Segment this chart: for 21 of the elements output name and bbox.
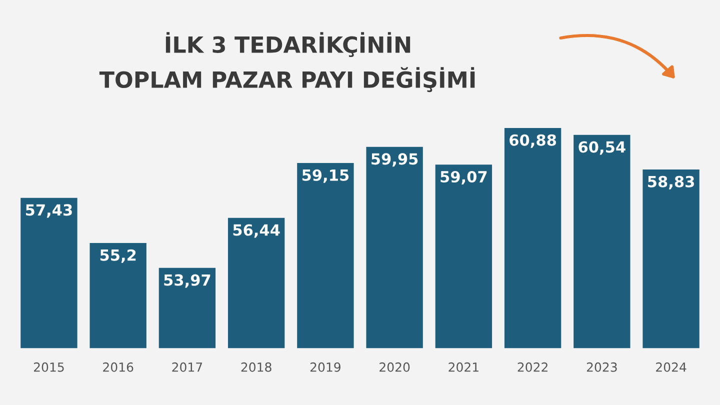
x-tick-label: 2023: [586, 362, 617, 372]
x-tick-label: 2024: [656, 362, 686, 372]
x-tick-label: 2020: [380, 362, 410, 372]
data-label: 53,97: [164, 274, 210, 288]
x-tick-label: 2018: [241, 362, 272, 372]
x-tick-label: 2015: [34, 362, 64, 372]
data-label: 55,2: [100, 249, 136, 263]
chart-title: İLK 3 TEDARİKÇİNİN TOPLAM PAZAR PAYI DEĞİŞİMİ: [99, 32, 475, 92]
x-tick-label: 2022: [518, 362, 548, 372]
x-tick-label: 2016: [103, 362, 134, 372]
data-label: 59,15: [302, 169, 349, 183]
x-tick-label: 2017: [172, 362, 202, 372]
data-label: 59,07: [440, 170, 487, 184]
x-tick-label: 2021: [448, 362, 478, 372]
data-label: 58,83: [648, 176, 694, 190]
data-label: 57,43: [26, 204, 72, 218]
data-label: 59,95: [372, 153, 418, 167]
data-label: 56,44: [233, 224, 280, 238]
x-tick-label: 2019: [310, 362, 340, 372]
data-label: 60,54: [578, 141, 626, 155]
data-label: 60,88: [510, 134, 556, 148]
